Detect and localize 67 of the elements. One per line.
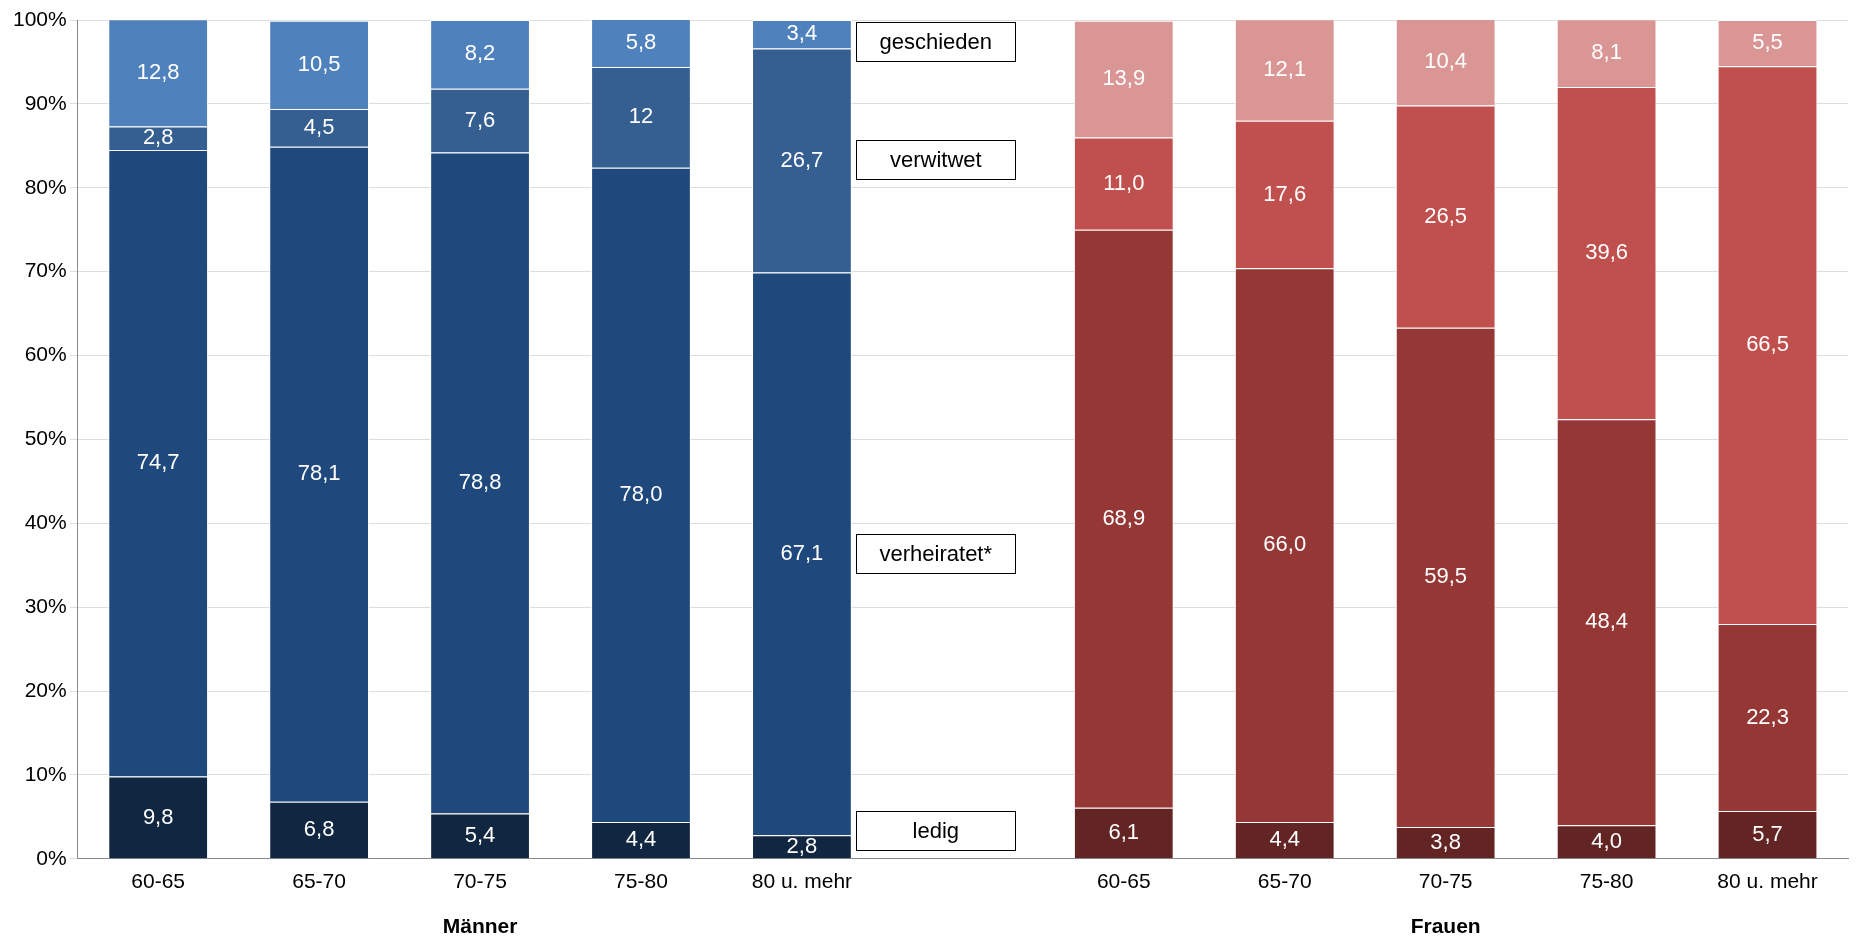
data-label: 4,5	[303, 113, 335, 139]
data-label: 26,5	[1424, 202, 1468, 228]
data-label: 22,3	[1746, 703, 1789, 729]
data-label: 48,4	[1585, 608, 1629, 634]
y-tick-label: 70%	[24, 258, 67, 282]
data-label: 8,1	[1591, 39, 1622, 65]
data-label: 3,8	[1430, 828, 1461, 854]
data-label: 12	[628, 103, 654, 129]
data-label: 4,4	[625, 826, 657, 852]
y-tick-label: 80%	[24, 174, 67, 198]
data-label: 12,1	[1263, 55, 1307, 81]
x-tick-label: 60-65	[1096, 869, 1151, 893]
x-tick-label: 80 u. mehr	[1717, 869, 1818, 893]
y-tick-label: 40%	[24, 510, 67, 534]
y-tick-label: 60%	[24, 342, 67, 366]
x-tick-label: 70-75	[453, 869, 507, 893]
data-label: 66,5	[1746, 331, 1789, 357]
name-frame: verwitwet	[855, 140, 1016, 181]
data-label: 59,5	[1424, 563, 1468, 589]
data-label: 2,8	[786, 832, 818, 858]
data-label: 9,8	[142, 803, 174, 829]
data-label: 66,0	[1263, 531, 1307, 557]
y-tick-label: 30%	[24, 593, 67, 617]
data-label: 39,6	[1585, 239, 1629, 265]
data-label: 5,7	[1752, 820, 1783, 846]
data-label: 67,1	[780, 539, 824, 565]
data-label: 10,4	[1424, 48, 1468, 73]
name-frame: verheiratet*	[855, 533, 1016, 574]
data-label: 13,9	[1102, 65, 1146, 91]
x-tick-label: 70-75	[1418, 869, 1473, 893]
data-label: 5,5	[1752, 29, 1783, 55]
data-label: 4,0	[1591, 827, 1622, 853]
text: Männer	[442, 914, 518, 938]
data-label: 78,1	[297, 460, 341, 486]
x-tick-label: 75-80	[1579, 869, 1634, 893]
data-label: 26,7	[780, 146, 824, 172]
name-frame: geschieden	[855, 22, 1016, 62]
x-tick-label: 75-80	[614, 869, 668, 893]
data-label: 7,6	[464, 106, 496, 132]
data-label: 12,8	[136, 58, 180, 84]
data-label: 11,0	[1103, 169, 1145, 195]
name-frame: ledig	[855, 810, 1016, 851]
y-tick-label: 20%	[24, 677, 67, 701]
data-label: 3,4	[786, 20, 818, 46]
x-tick-label: 65-70	[292, 869, 346, 893]
x-tick-label: 60-65	[131, 869, 186, 893]
data-label: 74,7	[136, 449, 180, 475]
x-tick-label: 65-70	[1257, 869, 1312, 893]
data-label: 5,8	[625, 28, 657, 54]
text: Frauen	[1410, 914, 1481, 938]
y-tick-label: 100%	[12, 6, 67, 30]
data-label: 2,8	[142, 124, 174, 150]
data-label: 5,4	[464, 821, 496, 847]
data-label: 6,8	[303, 816, 335, 842]
data-label: 6,1	[1108, 819, 1140, 845]
y-tick-label: 50%	[24, 426, 67, 450]
data-label: 8,2	[464, 40, 496, 66]
data-label: 4,4	[1269, 826, 1301, 852]
data-label: 78,8	[458, 469, 502, 495]
y-tick-label: 10%	[24, 761, 67, 785]
data-label: 68,9	[1102, 504, 1146, 530]
y-tick-label: 0%	[36, 845, 67, 869]
x-tick-label: 80 u. mehr	[751, 869, 853, 893]
data-label: 17,6	[1263, 180, 1307, 206]
data-label: 10,5	[297, 50, 341, 76]
data-label: 78,0	[619, 480, 663, 506]
y-tick-label: 90%	[24, 90, 67, 114]
